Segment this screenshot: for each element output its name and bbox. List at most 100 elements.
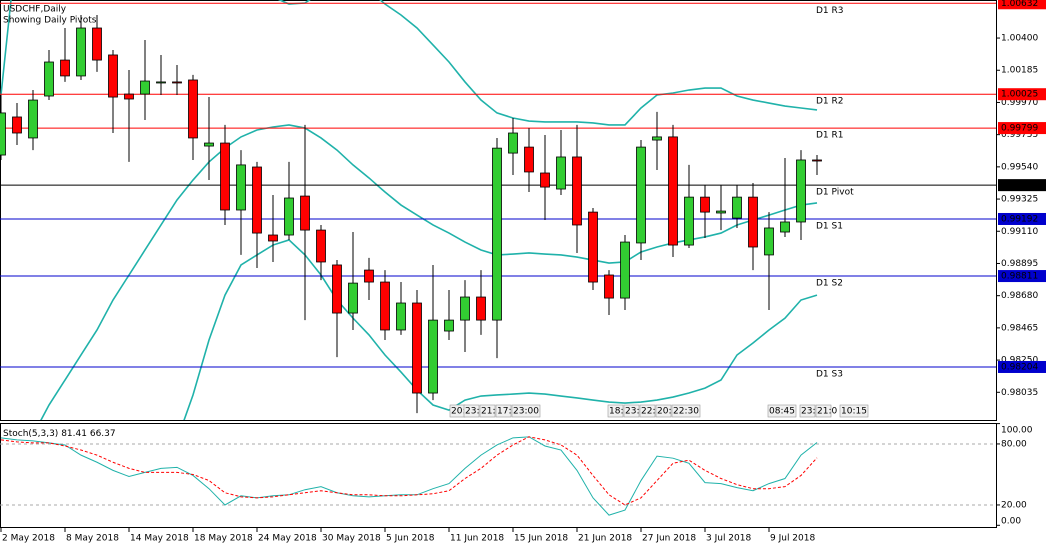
y-tick-label: 0.99325 [1001, 195, 1038, 205]
candle-body [780, 221, 790, 233]
time-label: 21: [481, 407, 495, 417]
pivot-name: D1 R2 [816, 97, 844, 107]
candle-body [540, 172, 550, 188]
chart-title: USDCHF,Daily [3, 5, 67, 15]
pivot-name: D1 S1 [816, 221, 843, 231]
x-tick-label: 24 May 2018 [258, 534, 317, 544]
pivot-value-label: 0.99192 [1001, 214, 1038, 224]
candle-body [108, 54, 118, 98]
candle-body [620, 241, 630, 299]
candle-body [28, 99, 38, 139]
candle-body [812, 159, 822, 162]
pivot-value-box [998, 360, 1046, 373]
candle-body [172, 81, 182, 84]
stoch-main-value: 81.41 [61, 429, 87, 439]
candle-body [0, 112, 6, 156]
candle-body [76, 27, 86, 77]
pivot-name: D1 Pivot [816, 188, 854, 198]
stoch-plot [0, 436, 996, 516]
time-label-box [495, 404, 512, 418]
time-label-box [511, 404, 541, 418]
candle-body [588, 211, 598, 283]
pivot-name: D1 S2 [816, 279, 843, 289]
candle-body [668, 136, 678, 246]
pivot-value-label: 1.00025 [1001, 90, 1038, 100]
candle-body [220, 142, 230, 211]
y-tick-label: 0.99540 [1001, 162, 1038, 172]
time-label-box [655, 404, 672, 418]
y-tick-label: 0.99970 [1001, 98, 1038, 108]
main-plot: D1 R3 D1 R2 D1 R1 D1 Pivot D1 S1 D1 S2 D1 S3 20… [0, 0, 996, 420]
x-tick-label: 3 Jul 2018 [706, 534, 751, 544]
time-label: 21:0 [817, 407, 837, 417]
x-tick-label: 9 Jul 2018 [770, 534, 815, 544]
time-label: 20: [451, 407, 465, 417]
pivot-value-box [998, 270, 1046, 283]
y-tick-label: 0.98680 [1001, 291, 1038, 301]
candle-body [652, 136, 662, 141]
stoch-y-tick-label: 0.00 [1001, 517, 1021, 527]
candle-body [364, 269, 374, 283]
time-label: 20: [657, 407, 671, 417]
candle-body [444, 319, 454, 332]
pivot-value-label: 0.98811 [1001, 272, 1038, 282]
main-frame [0, 0, 997, 421]
time-label: 17: [497, 407, 511, 417]
time-label-box [479, 404, 496, 418]
time-label: 23: [801, 407, 815, 417]
bollinger-band [40, 124, 818, 420]
x-tick-label: 27 Jun 2018 [642, 534, 696, 544]
candle-body [572, 156, 582, 226]
candle-body [236, 164, 246, 211]
y-tick-label: 0.98895 [1001, 259, 1038, 269]
x-tick-label: 21 Jun 2018 [578, 534, 632, 544]
stoch-line [0, 436, 818, 516]
candle-body [140, 80, 150, 95]
candle-body [428, 319, 438, 394]
candle-body [12, 116, 22, 134]
candle-body [604, 274, 614, 299]
y-tick-label: 0.99110 [1001, 227, 1038, 237]
candle-body [188, 79, 198, 139]
time-label-box [639, 404, 656, 418]
stoch-title: Stoch(5,3,3) 81.41 66.37 [3, 429, 116, 439]
x-tick-label: 18 May 2018 [194, 534, 253, 544]
time-label-box [839, 404, 869, 418]
time-label: 22:30 [673, 407, 699, 417]
x-tick-label: 11 Jun 2018 [450, 534, 504, 544]
time-label-box [799, 404, 816, 418]
candle-body [316, 229, 326, 263]
chart-subtitle: Showing Daily Pivots [3, 16, 97, 26]
x-tick-label: 5 Jun 2018 [386, 534, 435, 544]
time-label-box [767, 404, 797, 418]
candle-body [60, 59, 70, 77]
pivot-value-label: 0.99799 [1001, 124, 1038, 134]
stoch-frame [0, 423, 997, 528]
candle-body [284, 197, 294, 236]
stoch-y-tick-label: 80.00 [1001, 439, 1027, 449]
pivot-value-box [998, 179, 1046, 192]
candle-body [412, 302, 422, 394]
candle-body [268, 234, 278, 242]
time-label: 23: [625, 407, 639, 417]
stoch-name: Stoch(5,3,3) [3, 429, 58, 439]
y-tick-label: 0.98035 [1001, 388, 1038, 398]
pivot-value-box [998, 0, 1046, 10]
pivot-value-box [998, 122, 1046, 135]
candle-body [636, 146, 646, 244]
time-label: 23:00 [513, 407, 539, 417]
y-tick-label: 0.99755 [1001, 130, 1038, 140]
candle-body [92, 27, 102, 61]
bollinger-band [0, 0, 818, 126]
candle-body [460, 296, 470, 321]
y-tick-label: 0.98250 [1001, 356, 1038, 366]
candle-body [700, 196, 710, 213]
time-label: 18: [609, 407, 623, 417]
candle-body [44, 61, 54, 97]
x-tick-label: 2 May 2018 [2, 534, 55, 544]
candle-body [684, 196, 694, 246]
stoch-line [0, 436, 818, 506]
pivot-value-label: 1.00632 [1001, 0, 1038, 9]
time-label: 08:45 [769, 407, 795, 417]
